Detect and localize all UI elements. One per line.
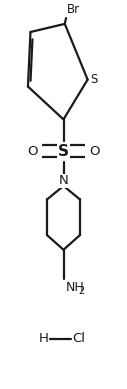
Text: Br: Br xyxy=(67,3,80,16)
Text: O: O xyxy=(89,145,99,158)
Text: H: H xyxy=(38,332,48,345)
Text: N: N xyxy=(59,174,68,187)
Text: Cl: Cl xyxy=(72,332,85,345)
Text: 2: 2 xyxy=(78,286,84,296)
Text: NH: NH xyxy=(66,281,85,294)
Text: S: S xyxy=(90,73,98,86)
Text: S: S xyxy=(58,144,69,159)
Text: O: O xyxy=(28,145,38,158)
